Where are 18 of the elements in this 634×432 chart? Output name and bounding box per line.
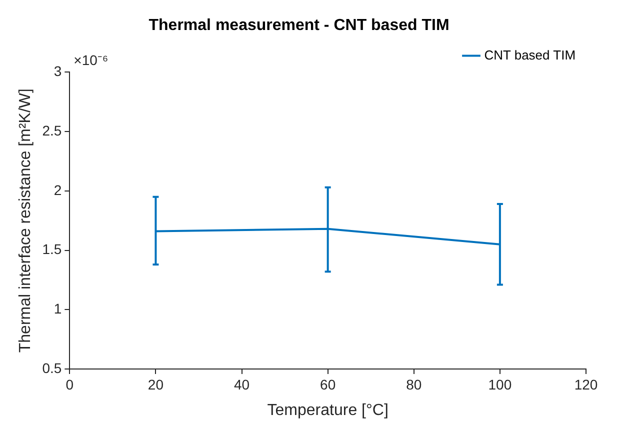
y-tick-label: 1.5 bbox=[42, 241, 62, 258]
x-tick-label: 40 bbox=[234, 376, 250, 392]
text: ×10⁻⁶ bbox=[74, 52, 108, 68]
x-tick-label: 120 bbox=[574, 376, 598, 392]
legend-label: CNT based TIM bbox=[484, 47, 576, 62]
x-axis-title: Temperature [°C] bbox=[267, 402, 388, 419]
y-tick-label: 2.5 bbox=[42, 122, 62, 138]
y-tick-label: 3 bbox=[54, 63, 62, 80]
x-tick-label: 100 bbox=[488, 376, 512, 392]
y-tick-label: 0.5 bbox=[42, 360, 62, 376]
x-tick-label: 80 bbox=[406, 376, 422, 392]
x-tick-label: 60 bbox=[320, 376, 336, 392]
x-tick-label: 20 bbox=[148, 376, 164, 392]
y-tick-label: 2 bbox=[54, 182, 62, 198]
y-tick-label: 1 bbox=[54, 300, 62, 316]
y-axis-title: Thermal interface resistance [m²K/W] bbox=[17, 88, 34, 353]
x-tick-label: 0 bbox=[66, 376, 74, 392]
chart-title: Thermal measurement - CNT based TIM bbox=[148, 17, 450, 34]
